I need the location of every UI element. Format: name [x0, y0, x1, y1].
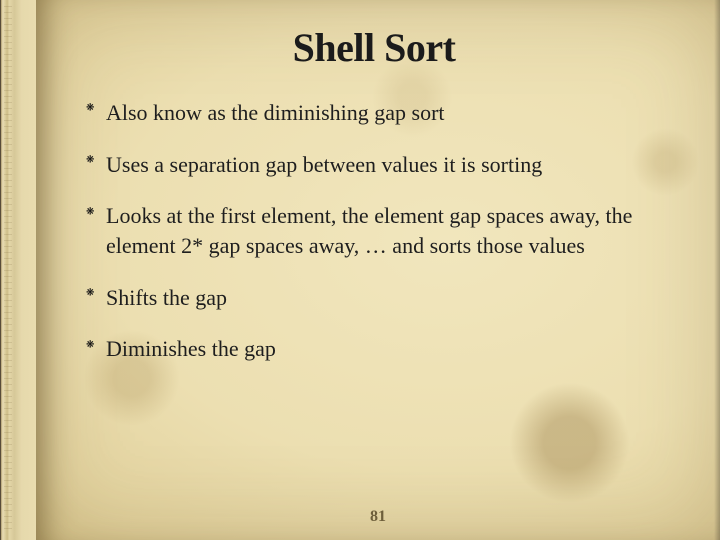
bullet-item: Looks at the first element, the element … — [84, 201, 664, 260]
bullet-list: Also know as the diminishing gap sort Us… — [84, 98, 664, 364]
bullet-item: Uses a separation gap between values it … — [84, 150, 664, 180]
bullet-item: Also know as the diminishing gap sort — [84, 98, 664, 128]
book-spine — [0, 0, 36, 540]
bullet-item: Diminishes the gap — [84, 334, 664, 364]
slide-container: Shell Sort Also know as the diminishing … — [0, 0, 720, 540]
page-number: 81 — [36, 508, 720, 526]
page-edge-shadow — [714, 0, 720, 540]
slide-title: Shell Sort — [84, 26, 664, 70]
bullet-item: Shifts the gap — [84, 283, 664, 313]
paper-page: Shell Sort Also know as the diminishing … — [36, 0, 720, 540]
